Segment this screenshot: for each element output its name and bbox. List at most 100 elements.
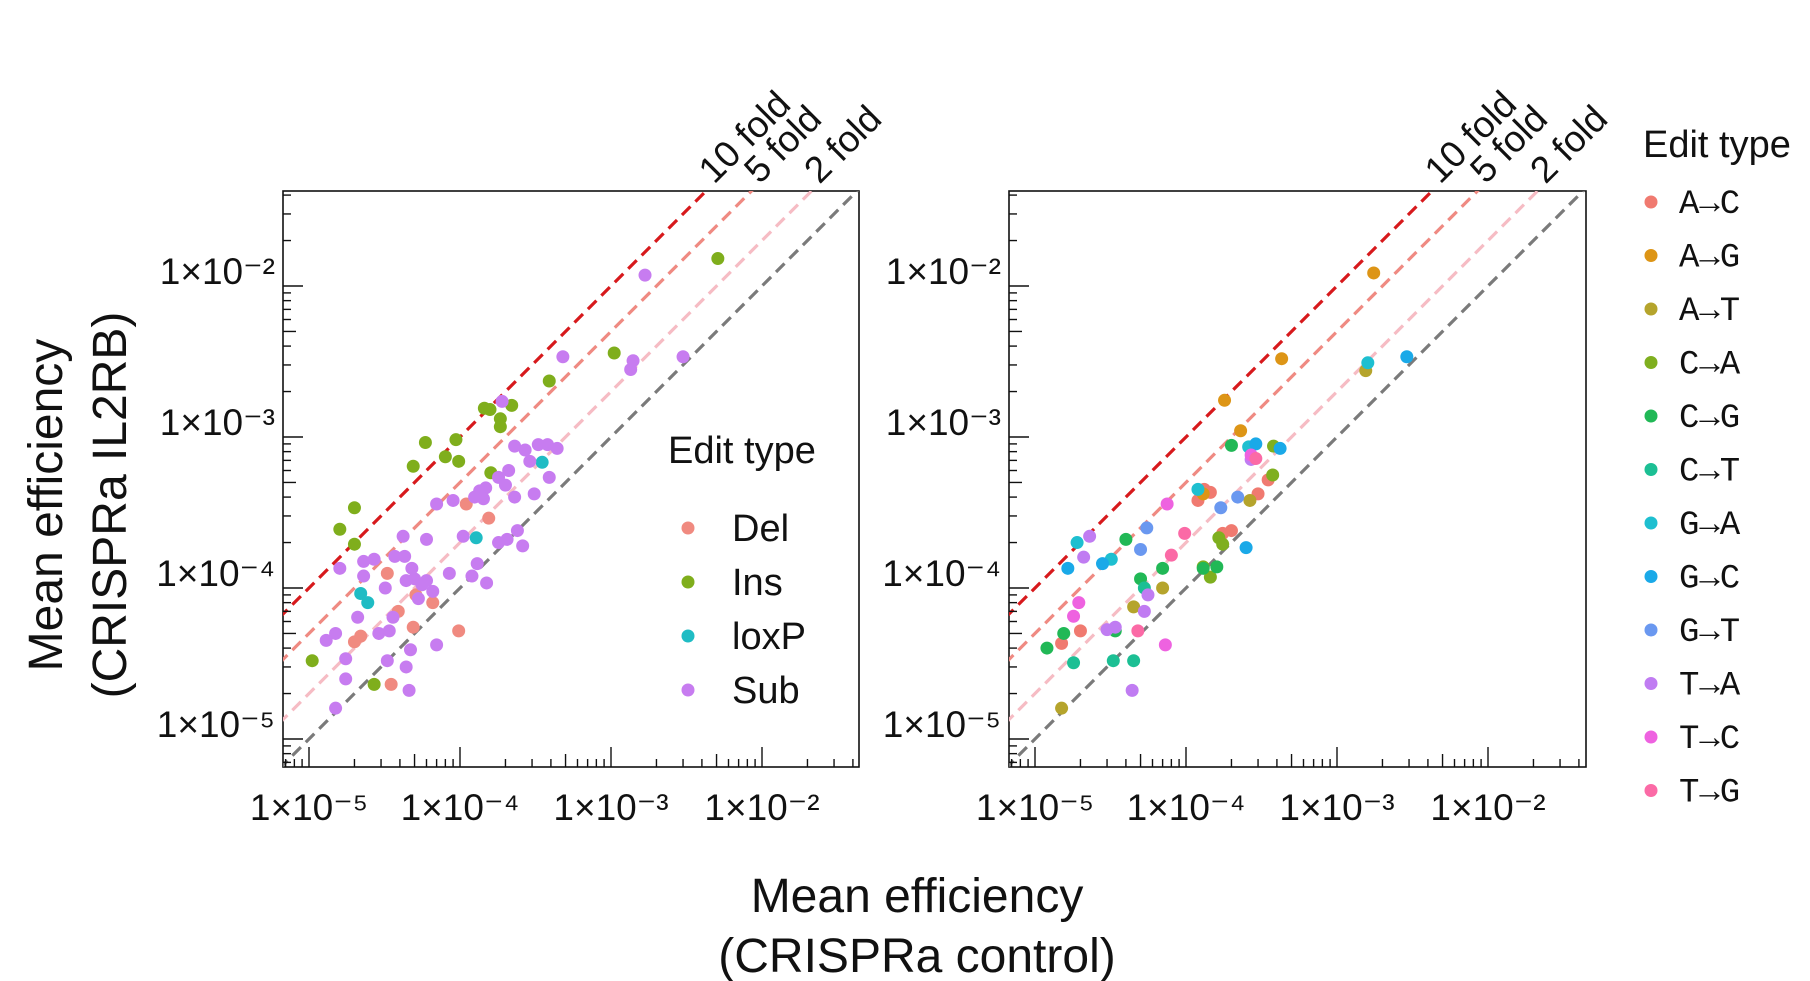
- data-point: [1134, 542, 1148, 556]
- data-point: [1125, 683, 1139, 697]
- data-point: [556, 350, 570, 364]
- legend-title: Edit type: [1643, 124, 1791, 166]
- plot-frame: [1008, 190, 1587, 768]
- data-point: [1055, 701, 1069, 715]
- data-point: [411, 592, 425, 606]
- legend-swatch: [1644, 356, 1658, 369]
- legend-label: T→A: [1679, 668, 1741, 706]
- data-point: [1164, 548, 1178, 562]
- data-point: [456, 529, 470, 543]
- data-point: [1127, 654, 1141, 668]
- data-point: [1224, 438, 1238, 452]
- data-point: [476, 492, 490, 506]
- legend-swatch: [681, 683, 695, 697]
- legend-swatch: [1644, 516, 1658, 530]
- data-point: [1210, 560, 1224, 574]
- legend-swatch: [1644, 623, 1658, 637]
- data-point: [711, 252, 725, 266]
- data-point: [403, 643, 417, 657]
- data-point: [1234, 424, 1248, 438]
- x-tick-label: 1×10⁻²: [704, 787, 819, 828]
- data-point: [1273, 441, 1287, 455]
- legend-label: G→C: [1679, 561, 1740, 599]
- data-point: [1275, 352, 1289, 366]
- legend-label: loxP: [732, 616, 806, 658]
- data-point: [378, 581, 392, 595]
- x-axis-title-line1: Mean efficiency: [751, 870, 1084, 923]
- data-point: [1040, 641, 1054, 655]
- data-point: [1131, 624, 1145, 638]
- data-point: [347, 635, 361, 649]
- data-point: [1055, 636, 1069, 650]
- data-point: [329, 701, 343, 715]
- x-tick-label: 1×10⁻⁴: [401, 787, 520, 828]
- data-point: [351, 610, 365, 624]
- data-point: [319, 633, 333, 647]
- y-tick-label: 1×10⁻³: [160, 402, 275, 443]
- data-point: [1249, 437, 1263, 451]
- data-point: [510, 524, 524, 538]
- data-point: [1070, 536, 1084, 550]
- data-point: [508, 439, 522, 453]
- data-point: [339, 672, 353, 686]
- x-tick-label: 1×10⁻²: [1430, 787, 1545, 828]
- data-point: [498, 478, 512, 492]
- data-point: [1203, 570, 1217, 584]
- reference-line-2-fold: [283, 191, 814, 722]
- data-point: [1218, 393, 1232, 407]
- data-point: [1073, 624, 1087, 638]
- legend-label: Del: [732, 508, 789, 550]
- data-point: [1367, 266, 1381, 280]
- data-point: [1243, 493, 1257, 507]
- data-point: [357, 569, 371, 583]
- legend-label: C→G: [1679, 400, 1740, 438]
- legend-swatch: [1644, 463, 1658, 476]
- data-point: [354, 586, 368, 600]
- data-point: [399, 660, 413, 674]
- data-point: [415, 578, 429, 592]
- data-point: [1083, 529, 1097, 543]
- data-point: [367, 677, 381, 691]
- data-point: [1106, 654, 1120, 668]
- data-point: [469, 531, 483, 545]
- data-point: [493, 420, 507, 434]
- data-point: [1361, 356, 1375, 370]
- data-point: [470, 557, 484, 571]
- data-point: [402, 683, 416, 697]
- data-point: [420, 532, 434, 546]
- data-point: [1191, 482, 1205, 496]
- data-point: [1141, 588, 1155, 602]
- data-point: [676, 350, 690, 364]
- data-point: [535, 455, 549, 469]
- legend-swatch: [1644, 784, 1658, 797]
- y-axis-title-line2: (CRISPRa IL2RB): [84, 312, 137, 699]
- x-tick-label: 1×10⁻⁴: [1127, 787, 1246, 828]
- series-G→C: [1061, 350, 1414, 575]
- data-point: [531, 438, 545, 452]
- legend-label: G→A: [1679, 507, 1741, 545]
- reference-line-identity: [1009, 191, 1586, 767]
- data-point: [1158, 638, 1172, 652]
- legend-swatch: [681, 629, 695, 643]
- data-point: [516, 539, 530, 553]
- data-point: [382, 624, 396, 638]
- series-T→C: [1067, 448, 1258, 652]
- data-point: [386, 610, 400, 624]
- data-point: [449, 433, 463, 447]
- data-point: [361, 596, 375, 610]
- data-point: [483, 403, 497, 417]
- legend-swatch: [1644, 730, 1658, 744]
- data-point: [1160, 497, 1174, 511]
- data-point: [418, 435, 432, 449]
- series-G→T: [1134, 490, 1245, 556]
- data-point: [1119, 532, 1133, 546]
- data-point: [452, 454, 466, 468]
- data-point: [1067, 656, 1081, 670]
- y-axis-title-line1: Mean efficiency: [20, 339, 73, 672]
- data-point: [527, 487, 541, 501]
- legend-label: T→C: [1679, 721, 1740, 759]
- data-point: [482, 511, 496, 525]
- legend-label: Ins: [732, 562, 783, 604]
- data-point: [1178, 526, 1192, 540]
